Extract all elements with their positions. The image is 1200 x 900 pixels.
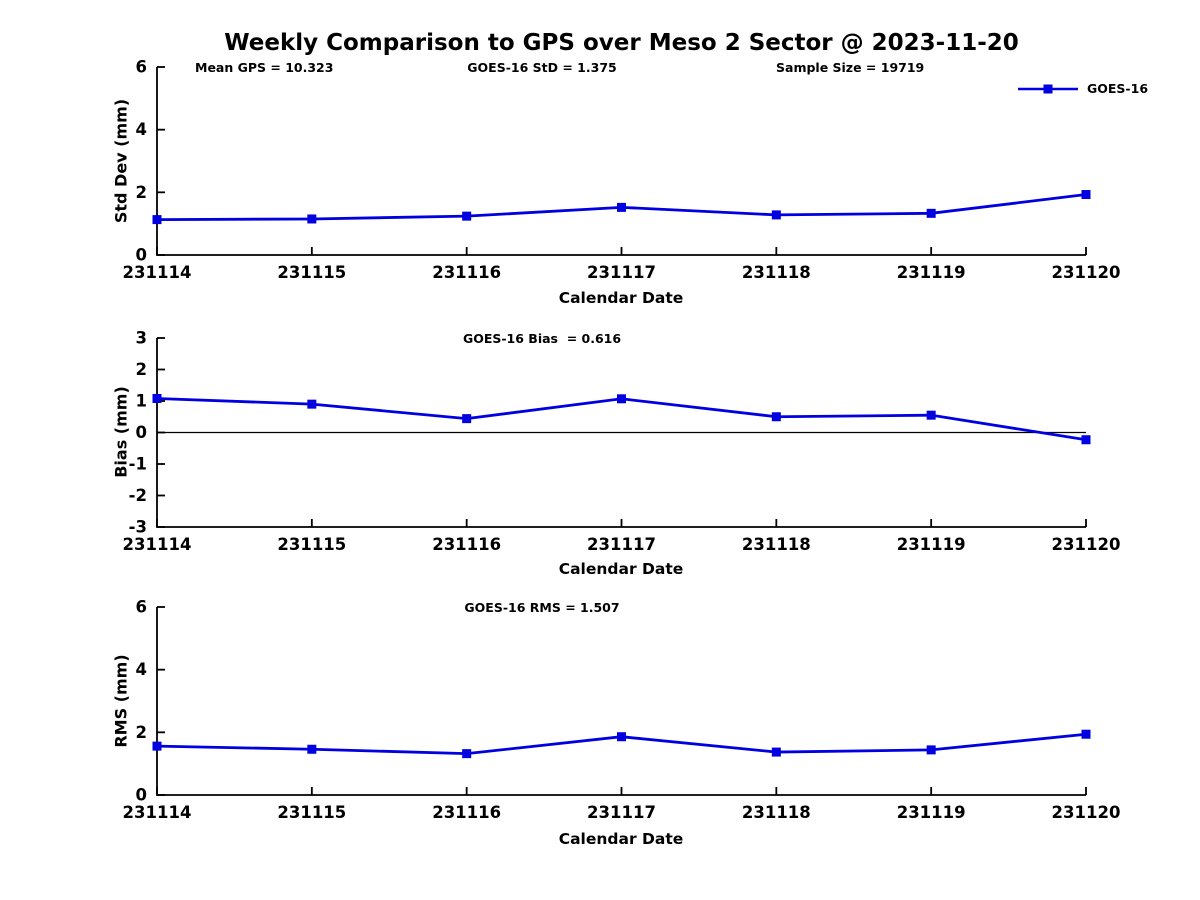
- legend-line-icon: [1018, 84, 1078, 93]
- series-marker: [152, 215, 162, 225]
- x-tick-label: 231114: [123, 803, 192, 822]
- stat-goes16-std: GOES-16 StD = 1.375: [467, 60, 617, 75]
- series-marker: [152, 393, 162, 403]
- series-marker: [617, 732, 626, 742]
- series-marker: [307, 399, 317, 409]
- y-tick-label: 3: [136, 329, 147, 348]
- x-tick-label: 231118: [742, 535, 811, 554]
- series-line-GOES-16: [156, 397, 1087, 442]
- y-tick-label: 6: [136, 598, 147, 617]
- x-tick-label: 231120: [1052, 263, 1121, 282]
- y-axis-label-bias: Bias (mm): [111, 386, 131, 478]
- x-axis-label-2: Calendar Date: [558, 560, 684, 578]
- subplot-bias-title: GOES-16 Bias = 0.616: [462, 331, 622, 346]
- y-tick-label: 0: [136, 786, 147, 805]
- y-tick-label: 1: [136, 392, 147, 411]
- figure-title: Weekly Comparison to GPS over Meso 2 Sec…: [224, 30, 1019, 56]
- series-marker: [462, 211, 472, 221]
- y-tick-label: 4: [136, 120, 147, 139]
- x-tick-label: 231119: [897, 535, 966, 554]
- subplot-1: 0 2 4 6 231114 231115 231116 231117 231118 231119…: [123, 58, 1121, 283]
- stat-sample-size: Sample Size = 19719: [776, 60, 925, 75]
- series-marker: [152, 741, 162, 751]
- stat-mean-gps: Mean GPS = 10.323: [195, 60, 334, 75]
- series-marker: [617, 202, 626, 212]
- y-tick-label: -1: [129, 455, 147, 474]
- series-marker: [926, 208, 936, 218]
- x-tick-label: 231118: [742, 263, 811, 282]
- x-tick-label: 231117: [587, 263, 656, 282]
- series-marker: [771, 412, 781, 422]
- x-tick-label: 231120: [1052, 803, 1121, 822]
- x-tick-label: 231120: [1052, 535, 1121, 554]
- subplot-rms-title: GOES-16 RMS = 1.507: [464, 600, 620, 615]
- y-tick-label: 6: [136, 58, 147, 77]
- y-axis-label-stddev: Std Dev (mm): [111, 98, 131, 224]
- x-tick-label: 231116: [432, 535, 501, 554]
- y-tick-label: 2: [136, 183, 147, 202]
- subplot-3: 0 2 4 6 231114 231115 231116 231117 231118 231119…: [123, 598, 1121, 823]
- y-tick-label: 2: [136, 360, 147, 379]
- legend: GOES-16: [1017, 81, 1148, 96]
- x-axis-label-1: Calendar Date: [558, 289, 684, 307]
- x-tick-label: 231116: [432, 803, 501, 822]
- series-marker: [771, 210, 781, 220]
- y-tick-label: 4: [136, 660, 147, 679]
- series-marker: [1081, 729, 1091, 739]
- x-axis-label-3: Calendar Date: [558, 830, 684, 848]
- subplot-2: -3 -2 -1 0 1 2 3 231114 231115 231116 231117 231118…: [123, 329, 1121, 555]
- series-marker: [1081, 190, 1091, 200]
- x-tick-label: 231119: [897, 263, 966, 282]
- series-marker: [926, 410, 936, 420]
- legend-label: GOES-16: [1087, 81, 1149, 96]
- series-marker: [462, 414, 472, 424]
- y-tick-label: -3: [129, 518, 147, 537]
- x-tick-label: 231118: [742, 803, 811, 822]
- x-tick-label: 231115: [277, 263, 346, 282]
- y-tick-label: 2: [136, 723, 147, 742]
- x-tick-label: 231114: [123, 263, 192, 282]
- series-marker: [617, 394, 626, 404]
- series-marker: [1081, 435, 1091, 445]
- y-tick-label: 0: [136, 246, 147, 265]
- series-marker: [462, 749, 472, 759]
- series-marker: [771, 747, 781, 757]
- x-tick-label: 231119: [897, 803, 966, 822]
- x-tick-label: 231116: [432, 263, 501, 282]
- series-marker: [926, 745, 936, 755]
- y-tick-label: 0: [136, 423, 147, 442]
- y-axis-label-rms: RMS (mm): [111, 654, 131, 748]
- series-marker: [307, 744, 317, 754]
- x-tick-label: 231114: [123, 535, 192, 554]
- x-tick-label: 231115: [277, 535, 346, 554]
- x-tick-label: 231117: [587, 535, 656, 554]
- x-tick-label: 231117: [587, 803, 656, 822]
- x-tick-label: 231115: [277, 803, 346, 822]
- y-tick-label: -2: [129, 486, 147, 505]
- series-marker: [307, 214, 317, 224]
